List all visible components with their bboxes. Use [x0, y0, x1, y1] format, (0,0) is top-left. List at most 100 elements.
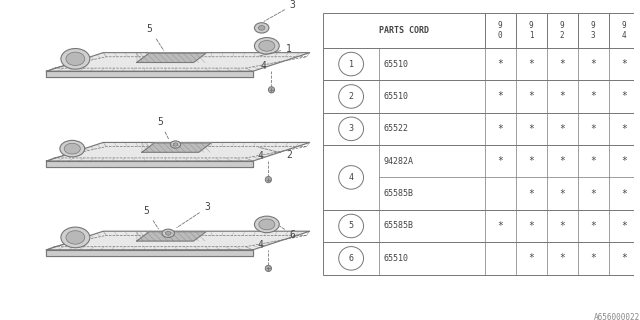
Bar	[323, 145, 640, 210]
Ellipse shape	[162, 229, 175, 237]
Text: 3: 3	[177, 203, 211, 228]
Text: *: *	[559, 124, 565, 134]
Polygon shape	[47, 231, 310, 250]
Text: *: *	[497, 156, 503, 166]
Ellipse shape	[166, 231, 171, 235]
Text: *: *	[559, 59, 565, 69]
Text: 9
1: 9 1	[529, 20, 534, 40]
Bar	[323, 48, 640, 80]
Text: *: *	[590, 92, 596, 101]
Text: 65585B: 65585B	[384, 189, 413, 198]
Text: A656000022: A656000022	[593, 313, 640, 320]
Ellipse shape	[255, 37, 279, 54]
Text: *: *	[528, 253, 534, 263]
Text: *: *	[621, 188, 627, 199]
Circle shape	[266, 265, 271, 271]
Text: 5: 5	[143, 205, 159, 229]
Text: *: *	[590, 124, 596, 134]
Bar	[323, 242, 640, 275]
Text: *: *	[590, 156, 596, 166]
Text: *: *	[497, 221, 503, 231]
Bar	[547, 12, 578, 48]
Text: *: *	[528, 59, 534, 69]
Text: 94282A: 94282A	[384, 157, 413, 166]
Ellipse shape	[259, 219, 275, 230]
Polygon shape	[137, 53, 206, 62]
Ellipse shape	[60, 140, 84, 157]
Ellipse shape	[170, 141, 180, 148]
Text: *: *	[497, 92, 503, 101]
Bar	[516, 12, 547, 48]
Text: *: *	[590, 59, 596, 69]
Text: 5: 5	[157, 117, 169, 140]
Text: *: *	[559, 253, 565, 263]
Polygon shape	[47, 142, 310, 161]
Text: *: *	[528, 188, 534, 199]
Text: 3: 3	[349, 124, 354, 133]
Text: 4: 4	[257, 240, 263, 250]
Bar	[323, 80, 640, 113]
Bar	[609, 12, 640, 48]
Bar	[323, 113, 640, 145]
Bar	[323, 12, 484, 48]
Text: 3: 3	[264, 0, 296, 21]
Text: 65510: 65510	[384, 254, 409, 263]
Polygon shape	[47, 71, 253, 77]
Text: *: *	[497, 124, 503, 134]
Bar	[484, 12, 516, 48]
Polygon shape	[47, 161, 253, 167]
Text: *: *	[497, 59, 503, 69]
Polygon shape	[142, 143, 211, 152]
Circle shape	[339, 166, 364, 189]
Text: 65585B: 65585B	[384, 221, 413, 230]
Text: 1: 1	[349, 60, 354, 68]
Text: *: *	[528, 124, 534, 134]
Text: *: *	[528, 156, 534, 166]
Circle shape	[266, 177, 271, 183]
Ellipse shape	[259, 40, 275, 51]
Text: 9
2: 9 2	[560, 20, 564, 40]
Text: *: *	[528, 92, 534, 101]
Text: *: *	[621, 221, 627, 231]
Text: *: *	[559, 188, 565, 199]
Circle shape	[339, 247, 364, 270]
Ellipse shape	[66, 231, 84, 244]
Ellipse shape	[255, 23, 269, 33]
Text: 4: 4	[257, 151, 263, 161]
Polygon shape	[47, 250, 253, 256]
Circle shape	[268, 87, 275, 93]
Text: *: *	[590, 253, 596, 263]
Text: 2: 2	[349, 92, 354, 101]
Text: *: *	[528, 221, 534, 231]
Ellipse shape	[61, 49, 90, 69]
Text: *: *	[590, 221, 596, 231]
Text: *: *	[559, 221, 565, 231]
Text: *: *	[621, 59, 627, 69]
Text: 4: 4	[260, 61, 266, 71]
Text: *: *	[559, 156, 565, 166]
Ellipse shape	[66, 52, 84, 66]
Text: 4: 4	[349, 173, 354, 182]
Circle shape	[339, 117, 364, 140]
Polygon shape	[137, 232, 206, 241]
Text: *: *	[590, 188, 596, 199]
Bar	[323, 210, 640, 242]
Text: 9
0: 9 0	[498, 20, 502, 40]
Text: *: *	[621, 253, 627, 263]
Text: 65510: 65510	[384, 60, 409, 68]
Text: 1: 1	[259, 44, 292, 56]
Text: *: *	[621, 92, 627, 101]
Polygon shape	[47, 53, 310, 71]
Text: *: *	[621, 124, 627, 134]
Text: 65522: 65522	[384, 124, 409, 133]
Text: 9
3: 9 3	[591, 20, 596, 40]
Ellipse shape	[255, 216, 279, 233]
Text: 6: 6	[349, 254, 354, 263]
Text: PARTS CORD: PARTS CORD	[379, 26, 429, 35]
Text: 9
4: 9 4	[622, 20, 627, 40]
Bar	[578, 12, 609, 48]
Circle shape	[339, 85, 364, 108]
Ellipse shape	[61, 227, 90, 248]
Text: 65510: 65510	[384, 92, 409, 101]
Text: 5: 5	[147, 24, 164, 50]
